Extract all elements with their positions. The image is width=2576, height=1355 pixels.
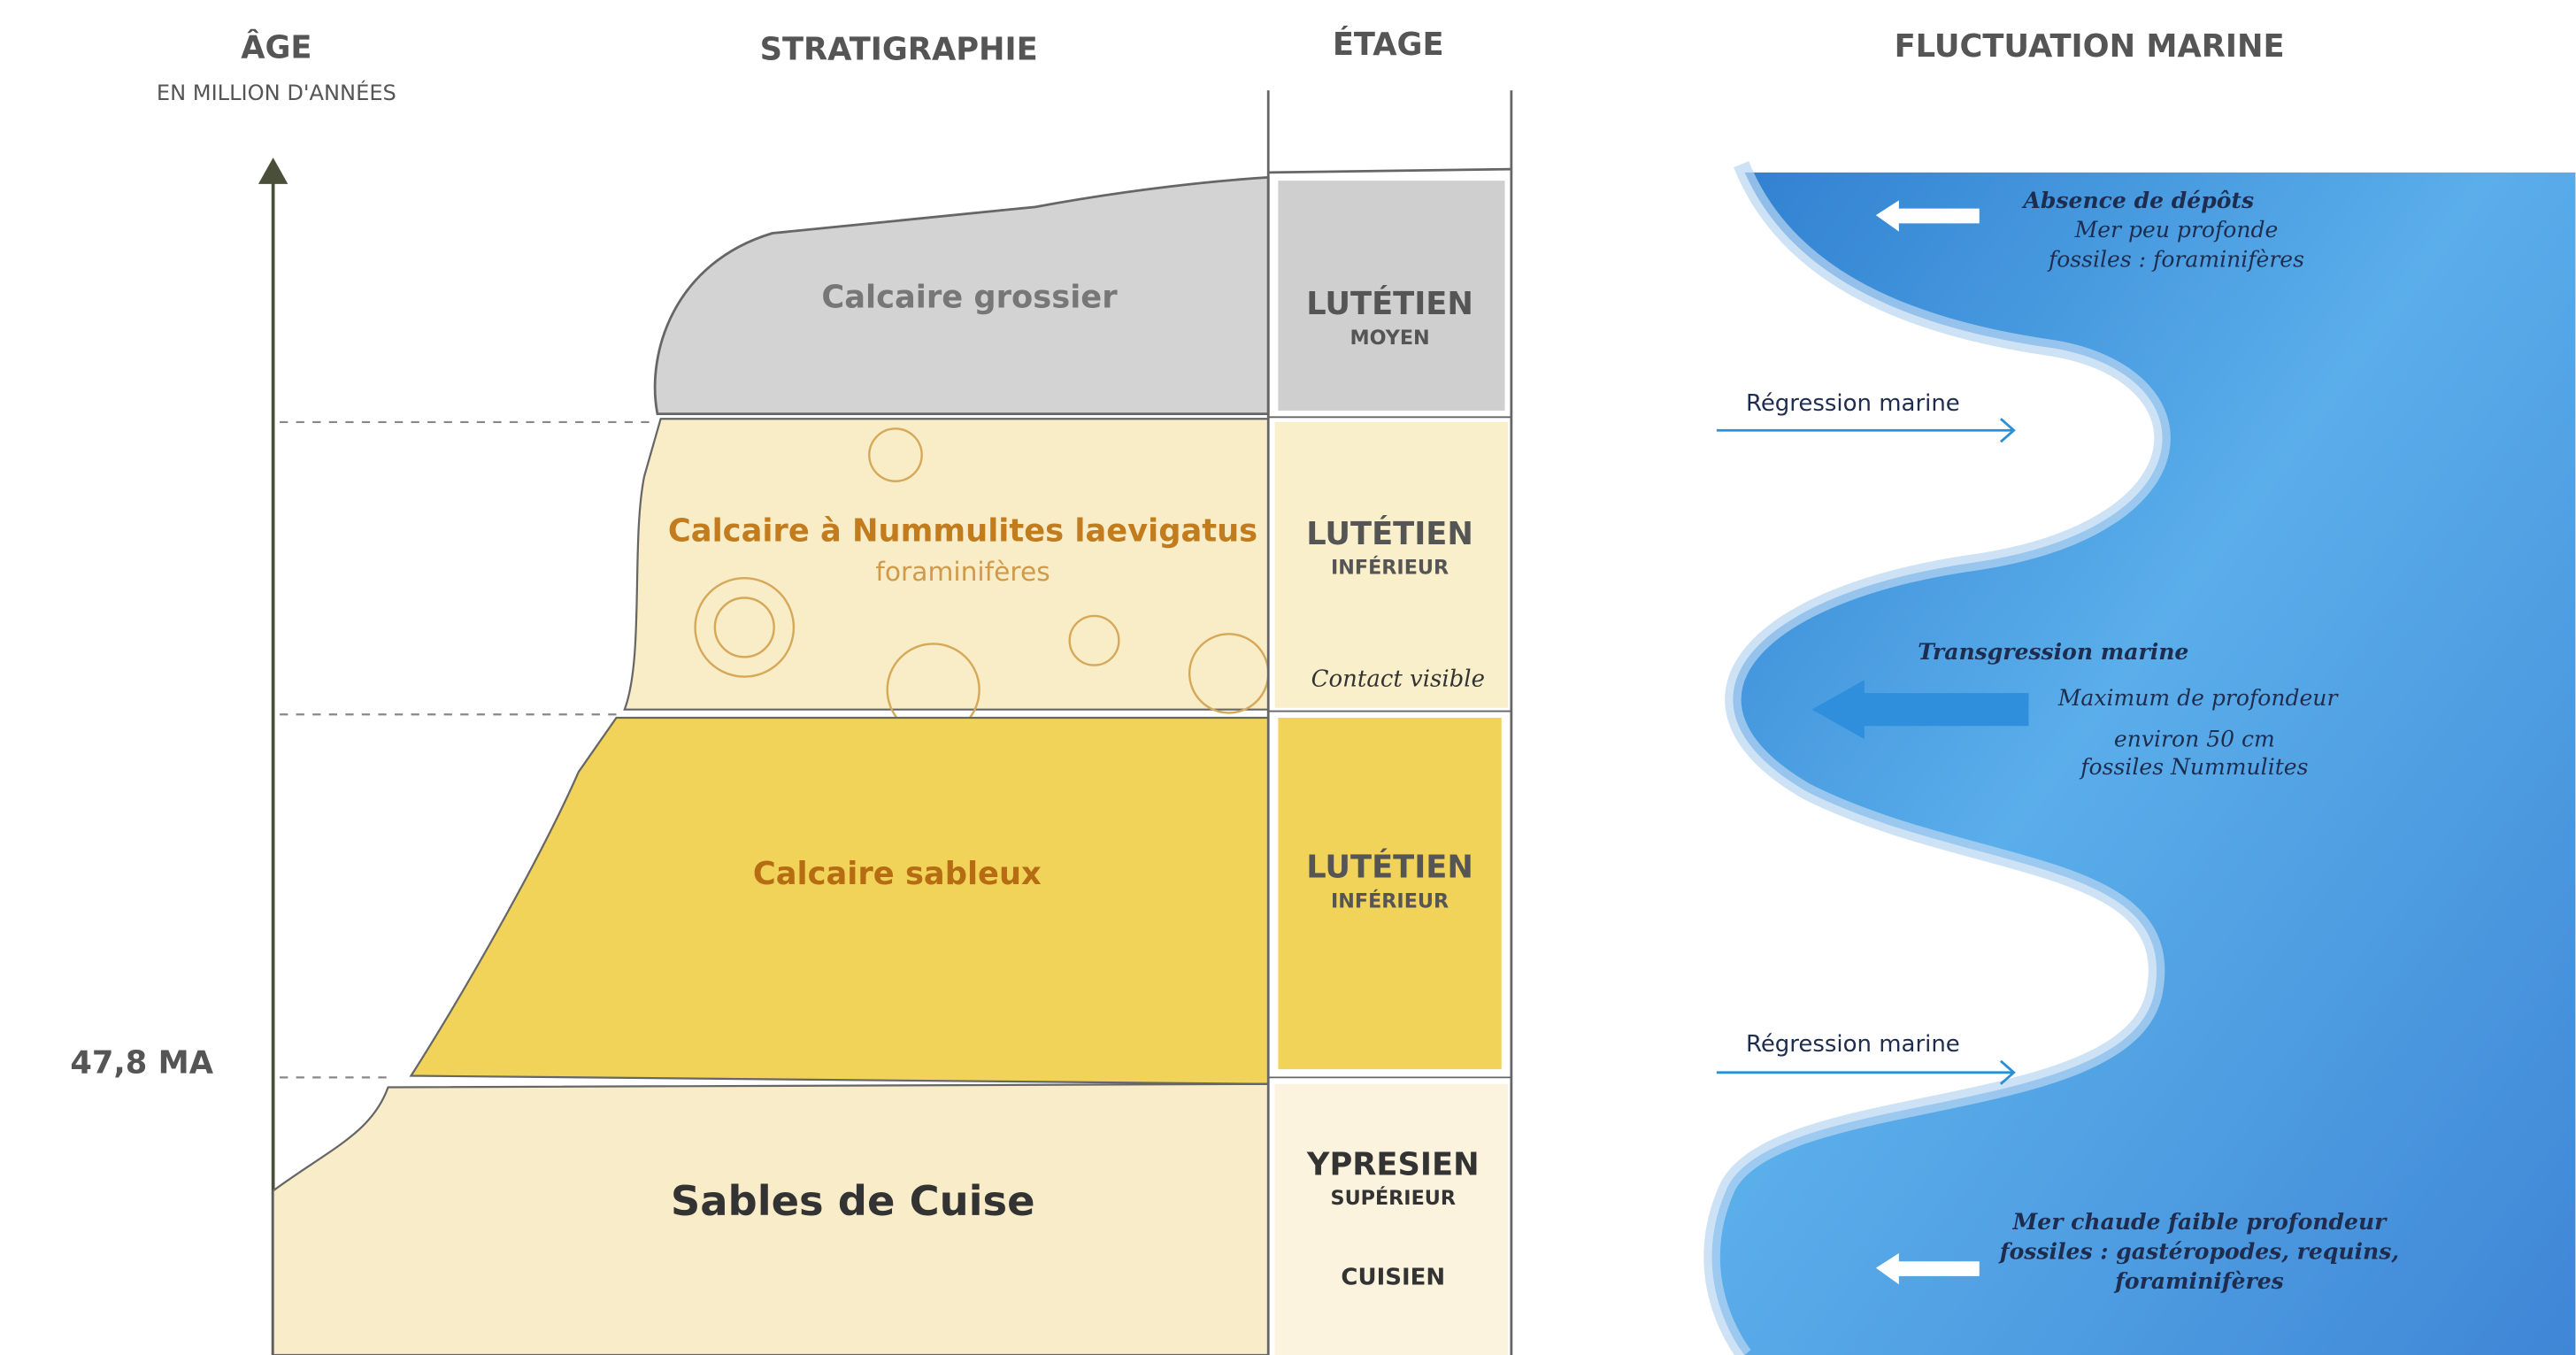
- column-top: [1268, 169, 1511, 173]
- marine-line: fossiles : gastéropodes, requins,: [1998, 1237, 2399, 1264]
- marine-line: fossiles : foraminifères: [2047, 247, 2304, 273]
- diagram: ÂGE EN MILLION D'ANNÉES STRATIGRAPHIE ÉT…: [0, 0, 2576, 1355]
- marine-line: Maximum de profondeur: [2057, 685, 2340, 711]
- marine-line: fossiles Nummulites: [2079, 754, 2308, 780]
- layer-name: Calcaire à Nummulites laevigatus: [668, 512, 1257, 549]
- marine-title: Régression marine: [1746, 390, 1960, 417]
- marine-line: foraminifères: [2113, 1267, 2284, 1294]
- layer-sableux: [411, 718, 1269, 1084]
- layer-subtitle: foraminifères: [875, 557, 1050, 588]
- marine-title: Transgression marine: [1918, 638, 2188, 665]
- stage-box: [1275, 1084, 1509, 1355]
- marine-line: Mer peu profonde: [2074, 217, 2279, 243]
- age-unit: EN MILLION D'ANNÉES: [157, 80, 396, 105]
- age-marker: 47,8 MA: [70, 1045, 213, 1082]
- stage-name: YPRESIEN: [1306, 1147, 1480, 1183]
- stage-sub: MOYEN: [1350, 327, 1429, 350]
- stratigraphy-header: STRATIGRAPHIE: [760, 32, 1038, 68]
- marine-line: environ 50 cm: [2114, 726, 2275, 751]
- stage-header: ÉTAGE: [1333, 26, 1444, 63]
- layer-name: Calcaire sableux: [753, 856, 1042, 892]
- stage-name: LUTÉTIEN: [1306, 849, 1473, 886]
- age-header: ÂGE: [241, 29, 311, 66]
- age-arrowhead: [258, 158, 288, 184]
- stage-sub: INFÉRIEUR: [1331, 555, 1449, 580]
- layer-name: Sables de Cuise: [671, 1177, 1035, 1225]
- layer-name: Calcaire grossier: [821, 280, 1118, 316]
- stage-note: CUISIEN: [1341, 1264, 1445, 1290]
- stage-name: LUTÉTIEN: [1306, 515, 1473, 552]
- stage-note: Contact visible: [1311, 666, 1485, 692]
- stage-sub: SUPÉRIEUR: [1331, 1185, 1456, 1210]
- marine-title: Absence de dépôts: [2021, 187, 2254, 213]
- marine-title: Régression marine: [1746, 1031, 1960, 1058]
- stage-name: LUTÉTIEN: [1306, 285, 1473, 322]
- page: {"header": {"age": "ÂGE", "age_unit": "E…: [0, 0, 2576, 1355]
- marine-line: Mer chaude faible profondeur: [2012, 1208, 2388, 1235]
- marine-header: FLUCTUATION MARINE: [1895, 28, 2285, 65]
- stage-sub: INFÉRIEUR: [1331, 888, 1449, 912]
